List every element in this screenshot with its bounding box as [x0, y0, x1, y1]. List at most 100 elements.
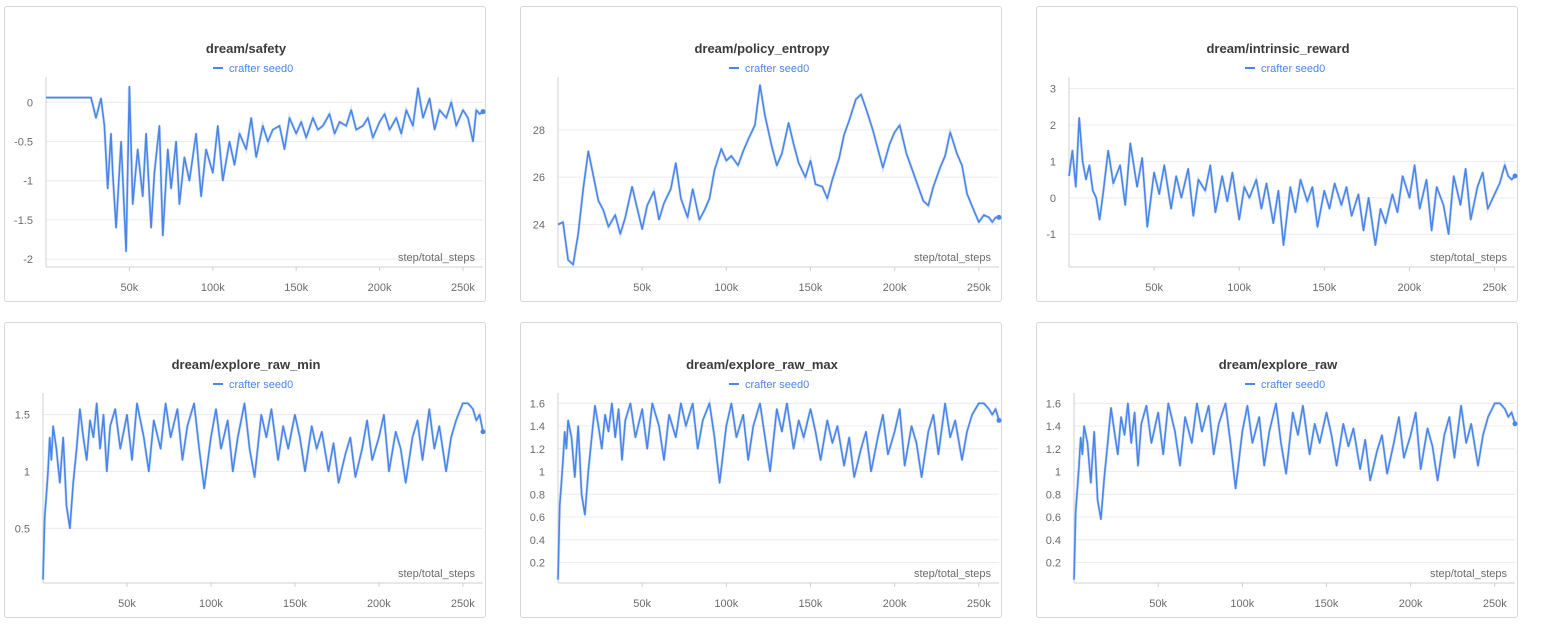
x-tick-label: 100k — [201, 282, 225, 294]
y-tick-label: 1.6 — [1046, 398, 1061, 410]
y-tick-label: 1 — [1055, 467, 1061, 479]
y-tick-label: -1 — [23, 176, 33, 188]
legend-label: crafter seed0 — [1261, 63, 1325, 75]
series-line[interactable] — [1073, 402, 1516, 580]
y-tick-label: 1.2 — [530, 444, 545, 456]
legend: crafter seed0 — [213, 379, 293, 391]
chart-title: dream/explore_raw_max — [686, 357, 839, 372]
chart-panel[interactable]: dream/safety crafter seed0 0 -0.5 -1 -1.5 -2 50… — [4, 6, 486, 302]
series-band — [41, 401, 485, 580]
series-band — [557, 84, 999, 268]
series-line[interactable] — [557, 84, 999, 266]
legend-label: crafter seed0 — [229, 379, 293, 391]
x-tick-label: 150k — [1315, 598, 1339, 610]
series-line[interactable] — [46, 85, 484, 253]
y-tick-label: 1.4 — [530, 421, 545, 433]
y-tick-label: 0.2 — [1046, 558, 1061, 570]
x-tick-label: 50k — [633, 282, 651, 294]
chart-title: dream/explore_raw_min — [172, 357, 321, 372]
chart-panel[interactable]: dream/explore_raw_min crafter seed0 1.5 1 0.… — [4, 322, 486, 618]
x-tick-label: 50k — [633, 598, 651, 610]
legend-label: crafter seed0 — [745, 63, 809, 75]
x-axis-label: step/total_steps — [914, 568, 992, 580]
y-tick-label: 1.5 — [15, 410, 30, 422]
y-tick-label: 0.6 — [1046, 512, 1061, 524]
x-tick-label: 200k — [368, 282, 392, 294]
chart-title: dream/intrinsic_reward — [1206, 41, 1349, 56]
x-tick-label: 250k — [967, 598, 991, 610]
x-tick-label: 100k — [199, 598, 223, 610]
y-tick-label: 28 — [533, 125, 545, 137]
x-tick-label: 250k — [967, 282, 991, 294]
chart-svg: dream/safety crafter seed0 0 -0.5 -1 -1.5 -2 50… — [14, 41, 486, 294]
y-tick-label: 1 — [1050, 156, 1056, 168]
y-tick-label: -1 — [1046, 229, 1056, 241]
y-tick-label: 1.6 — [530, 398, 545, 410]
x-tick-label: 100k — [714, 598, 738, 610]
x-tick-label: 150k — [1312, 282, 1336, 294]
x-axis-label: step/total_steps — [1430, 568, 1508, 580]
x-tick-label: 200k — [367, 598, 391, 610]
y-tick-label: 1 — [539, 467, 545, 479]
series-line[interactable] — [1068, 117, 1516, 246]
x-tick-label: 200k — [883, 598, 907, 610]
x-tick-label: 150k — [799, 282, 823, 294]
x-tick-label: 200k — [883, 282, 907, 294]
legend: crafter seed0 — [729, 63, 809, 75]
x-axis-label: step/total_steps — [914, 252, 992, 264]
y-tick-label: -2 — [23, 254, 33, 266]
y-tick-label: 0 — [1050, 193, 1056, 205]
legend-label: crafter seed0 — [229, 63, 293, 75]
x-tick-label: 150k — [283, 598, 307, 610]
x-tick-label: 250k — [451, 598, 475, 610]
legend-label: crafter seed0 — [745, 379, 809, 391]
y-tick-label: -1.5 — [14, 215, 33, 227]
last-point — [1512, 421, 1518, 427]
x-tick-label: 100k — [1230, 598, 1254, 610]
x-tick-label: 50k — [1149, 598, 1167, 610]
y-tick-label: -0.5 — [14, 136, 33, 148]
chart-title: dream/safety — [206, 41, 287, 56]
x-tick-label: 150k — [284, 282, 308, 294]
y-tick-label: 0.6 — [530, 512, 545, 524]
last-point — [480, 109, 486, 115]
x-tick-label: 100k — [1227, 282, 1251, 294]
chart-panel[interactable]: dream/explore_raw crafter seed0 1.6 1.4 1.2 1… — [1036, 322, 1518, 618]
last-point — [996, 417, 1002, 423]
y-tick-label: 0.5 — [15, 523, 30, 535]
y-tick-label: 0.2 — [530, 558, 545, 570]
last-point — [996, 214, 1002, 220]
y-tick-label: 24 — [533, 219, 545, 231]
legend: crafter seed0 — [729, 379, 809, 391]
legend-label: crafter seed0 — [1261, 379, 1325, 391]
x-tick-label: 200k — [1399, 598, 1423, 610]
y-tick-label: 0.4 — [530, 535, 545, 547]
y-tick-label: 0.4 — [1046, 535, 1061, 547]
y-tick-label: 0 — [27, 97, 33, 109]
chart-title: dream/explore_raw — [1219, 357, 1338, 372]
x-tick-label: 200k — [1398, 282, 1422, 294]
x-tick-label: 50k — [1145, 282, 1163, 294]
chart-panel[interactable]: dream/intrinsic_reward crafter seed0 3 2 1 0 -… — [1036, 6, 1518, 302]
x-tick-label: 50k — [118, 598, 136, 610]
y-tick-label: 0.8 — [1046, 489, 1061, 501]
last-point — [1512, 173, 1518, 179]
last-point — [480, 429, 486, 435]
series-line[interactable] — [42, 402, 484, 580]
x-tick-label: 150k — [799, 598, 823, 610]
y-tick-label: 26 — [533, 172, 545, 184]
x-tick-label: 250k — [451, 282, 475, 294]
y-tick-label: 0.8 — [530, 489, 545, 501]
series-line[interactable] — [557, 402, 1000, 580]
chart-title: dream/policy_entropy — [694, 41, 830, 56]
legend: crafter seed0 — [1245, 379, 1325, 391]
x-tick-label: 50k — [121, 282, 139, 294]
x-tick-label: 100k — [714, 282, 738, 294]
y-tick-label: 3 — [1050, 84, 1056, 96]
